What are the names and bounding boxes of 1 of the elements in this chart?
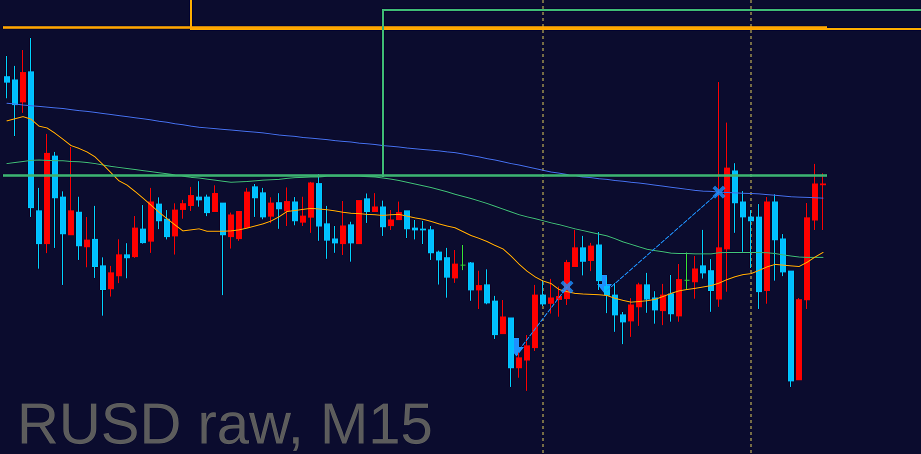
- text: RUSD raw, M15: [17, 392, 433, 454]
